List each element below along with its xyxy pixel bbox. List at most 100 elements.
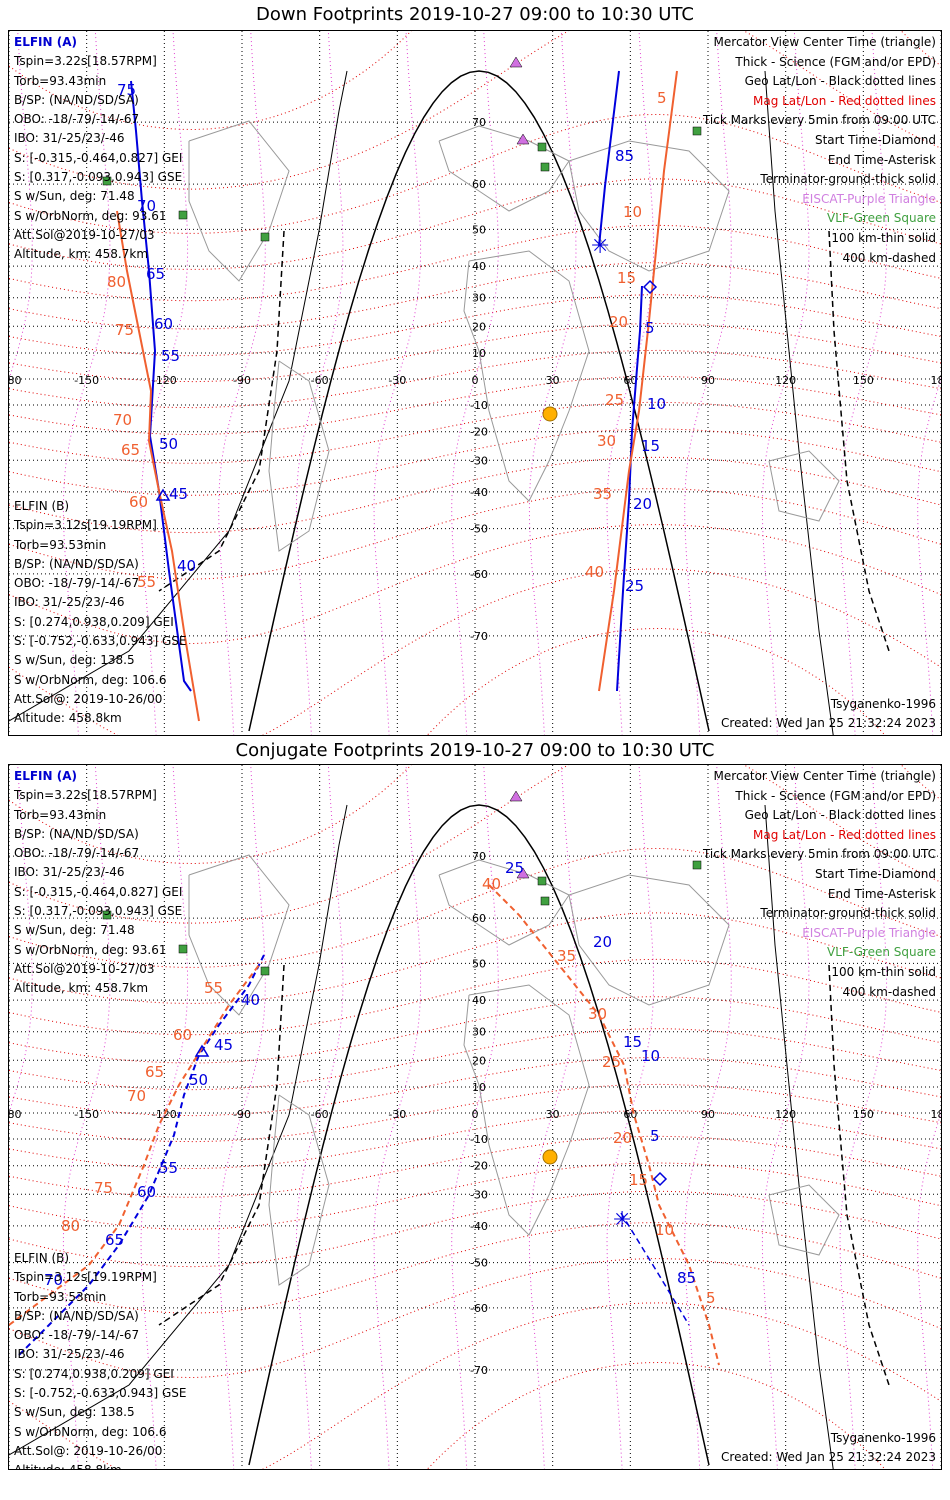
- elfin-b-tick-label: 65: [145, 1063, 164, 1081]
- info-a-line: Altitude, km: 458.7km: [14, 247, 149, 262]
- vlf-square-icon: [537, 142, 547, 152]
- end-asterisk-icon: ✳: [591, 234, 609, 259]
- elfin-a-label: ELFIN (A): [14, 35, 77, 49]
- mag-parallel: [9, 765, 941, 924]
- lon-label: -30: [388, 374, 406, 387]
- mag-parallel: [9, 1258, 941, 1379]
- lon-label: -120: [152, 1108, 177, 1121]
- created-label: Created: Wed Jan 25 21:32:24 2023: [721, 716, 936, 730]
- elfin-b-tick-label: 30: [588, 1005, 607, 1023]
- info-b-line: S w/Sun, deg: 138.5: [14, 1405, 135, 1420]
- info-b-line: IBO: 31/-25/23/-46: [14, 1347, 125, 1362]
- elfin-b-tick-label: 10: [655, 1221, 674, 1239]
- elfin-b-tick-label: 15: [617, 269, 636, 287]
- sun-icon: [542, 1149, 558, 1165]
- map-panel-conjugate: -180 -150 -120 -90 -60 -30 0 30 60 90 120 150 180 70 6…: [8, 764, 942, 1470]
- footer-right: Tsyganenko-1996 Created: Wed Jan 25 21:3…: [721, 695, 936, 733]
- lon-label: -60: [311, 1108, 329, 1121]
- elfin-b-track: [488, 884, 720, 1366]
- legend-item: Terminator-ground-thick solid: [760, 172, 936, 187]
- legend-item: 400 km-dashed: [842, 984, 936, 999]
- legend-item: Geo Lat/Lon - Black dotted lines: [744, 74, 936, 89]
- elfin-a-tick-label: 10: [641, 1047, 660, 1065]
- terminator-400km-right: [828, 964, 890, 1386]
- info-a-line: Torb=93.43min: [14, 73, 107, 88]
- elfin-a-tick-label: 50: [159, 435, 178, 453]
- info-a-line: Altitude, km: 458.7km: [14, 981, 149, 996]
- end-asterisk-icon: ✳: [613, 1208, 631, 1233]
- vlf-square-icon: [260, 232, 270, 242]
- coastline: [463, 250, 590, 502]
- elfin-b-track: [9, 964, 260, 1326]
- elfin-b-tick-label: 5: [706, 1289, 716, 1307]
- lat-label: -60: [470, 1302, 488, 1315]
- elfin-a-track: [598, 70, 620, 247]
- mag-parallel: [9, 262, 941, 330]
- elfin-b-tick-label: 35: [557, 947, 576, 965]
- lat-label: 40: [472, 994, 486, 1007]
- elfin-a-tick-label: 45: [214, 1036, 233, 1054]
- lat-label: -70: [470, 1364, 488, 1377]
- info-a-line: Att.Sol@2019-10-27/03: [14, 961, 155, 976]
- elfin-b-tick-label: 15: [629, 1171, 648, 1189]
- coastline: [463, 984, 590, 1236]
- terminator-400km-left: [158, 964, 285, 1326]
- elfin-a-tick-label: 10: [647, 395, 666, 413]
- mag-parallel: [9, 294, 941, 357]
- info-a-line: S w/OrbNorm, deg: 93.61: [14, 942, 167, 957]
- info-a-line: OBO: -18/-79/-14/-67: [14, 846, 140, 861]
- elfin-b-tick-label: 65: [121, 441, 140, 459]
- elfin-b-info: ELFIN (B) Tspin=3.12s[19.19RPM] Torb=93.…: [14, 497, 187, 729]
- elfin-a-tick-label: 85: [615, 147, 634, 165]
- lon-label: -180: [9, 374, 21, 387]
- lon-label: -150: [74, 1108, 99, 1121]
- map-canvas-conjugate: -180 -150 -120 -90 -60 -30 0 30 60 90 120 150 180 70 6…: [9, 765, 941, 1469]
- elfin-a-tick-label: 60: [137, 1183, 156, 1201]
- lat-label: -50: [470, 1257, 488, 1270]
- coastline: [568, 874, 730, 1006]
- elfin-b-track: [598, 70, 678, 692]
- elfin-b-track: [116, 210, 200, 722]
- eiscat-triangle-icon: [509, 56, 523, 68]
- legend-item: Mag Lat/Lon - Red dotted lines: [752, 93, 936, 108]
- info-b-line: S: [-0.752,-0.633,0.943] GSE: [14, 1386, 187, 1401]
- vlf-square-icon: [692, 860, 702, 870]
- lon-label: 150: [853, 374, 874, 387]
- info-a-line: Torb=93.43min: [14, 807, 107, 822]
- eiscat-triangle-icon: [509, 790, 523, 802]
- info-a-line: S w/Sun, deg: 71.48: [14, 923, 135, 938]
- lat-label: 40: [472, 260, 486, 273]
- eiscat-triangle-icon: [516, 867, 530, 879]
- vlf-square-icon: [102, 176, 112, 186]
- legend-item: VLF-Green Square: [827, 945, 936, 960]
- elfin-a-tick-label: 70: [137, 197, 156, 215]
- vlf-square-icon: [537, 876, 547, 886]
- elfin-a-tick-label: 50: [189, 1071, 208, 1089]
- info-b-line: Torb=93.53min: [14, 537, 107, 552]
- legend-item: 400 km-dashed: [842, 250, 936, 265]
- lat-label: 20: [472, 320, 486, 333]
- coastline: [768, 1184, 840, 1256]
- info-b-line: OBO: -18/-79/-14/-67: [14, 576, 140, 591]
- info-a-line: Tspin=3.22s[18.57RPM]: [14, 788, 157, 803]
- elfin-b-tick-label: 70: [127, 1087, 146, 1105]
- lon-label: -150: [74, 374, 99, 387]
- elfin-a-info: ELFIN (A) Tspin=3.22s[18.57RPM] Torb=93.…: [14, 767, 182, 999]
- info-b-line: Tspin=3.12s[19.19RPM]: [14, 1270, 157, 1285]
- model-label: Tsyganenko-1996: [830, 1431, 936, 1445]
- info-b-line: Tspin=3.12s[19.19RPM]: [14, 518, 157, 533]
- elfin-a-tick-label: 75: [117, 81, 136, 99]
- elfin-a-tick-label: 25: [505, 859, 524, 877]
- info-b-line: S w/OrbNorm, deg: 106.6: [14, 672, 167, 687]
- lon-label: 30: [546, 374, 560, 387]
- elfin-b-tick-label: 55: [204, 979, 223, 997]
- lat-label: -10: [470, 1133, 488, 1146]
- info-b-line: Att.Sol@: 2019-10-26/00: [14, 691, 163, 706]
- lon-label: 90: [701, 374, 715, 387]
- terminator-ground: [248, 70, 710, 732]
- info-b-line: OBO: -18/-79/-14/-67: [14, 1328, 140, 1343]
- lat-label: -20: [470, 1160, 488, 1173]
- legend-item: Start Time-Diamond: [814, 132, 936, 147]
- coastline: [188, 120, 290, 282]
- lat-label: 60: [472, 912, 486, 925]
